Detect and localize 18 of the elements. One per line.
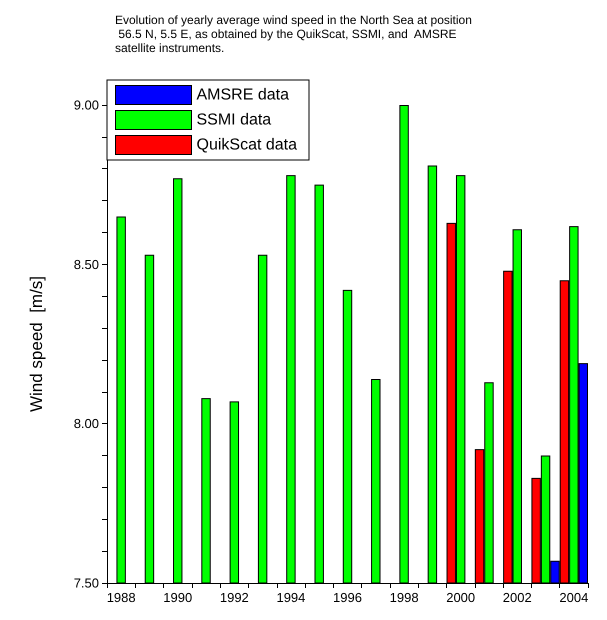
- x-tick-label: 1992: [220, 590, 249, 605]
- y-tick-label: 9.00: [74, 98, 99, 112]
- legend-label: SSMI data: [196, 112, 272, 128]
- legend-label: QuikScat data: [196, 136, 298, 154]
- x-tick-label: 1988: [106, 590, 136, 605]
- x-tick-label: 1998: [390, 590, 419, 605]
- y-axis-title: Wind speed [m/s]: [27, 276, 46, 412]
- x-tick-label: 2000: [446, 590, 476, 605]
- y-tick-label: 7.50: [74, 576, 99, 590]
- legend-label: AMSRE data: [196, 86, 290, 104]
- x-tick-label: 2004: [559, 590, 588, 605]
- chart-title: Evolution of yearly average wind speed in the North Sea at position 56.5 N, 5.5 E, as obtained by the QuikScat, SSMI, and AMSRE satellite instruments.: [115, 13, 472, 55]
- y-tick-label: 8.00: [74, 416, 99, 432]
- x-tick-label: 1990: [163, 590, 192, 605]
- x-tick-label: 1996: [333, 590, 362, 605]
- y-tick-label: 8.50: [74, 256, 99, 272]
- x-tick-label: 2002: [502, 590, 532, 605]
- x-tick-label: 1994: [276, 590, 306, 605]
